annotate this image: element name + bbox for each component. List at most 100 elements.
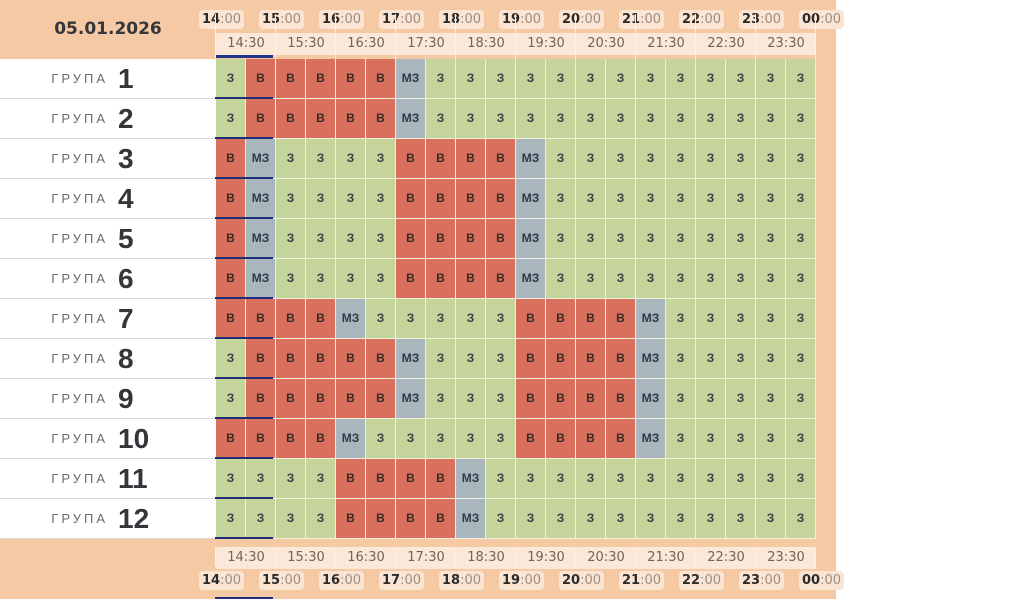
schedule-cell[interactable]: З bbox=[786, 59, 816, 99]
schedule-cell[interactable]: В bbox=[336, 339, 366, 379]
schedule-cell[interactable]: З bbox=[606, 219, 636, 259]
schedule-cell[interactable]: В bbox=[486, 139, 516, 179]
schedule-cell[interactable]: З bbox=[726, 259, 756, 299]
schedule-cell[interactable]: З bbox=[306, 499, 336, 539]
schedule-cell[interactable]: В bbox=[336, 459, 366, 499]
schedule-cell[interactable]: В bbox=[246, 299, 276, 339]
schedule-cell[interactable]: З bbox=[426, 379, 456, 419]
schedule-cell[interactable]: В bbox=[486, 219, 516, 259]
schedule-cell[interactable]: З bbox=[276, 459, 306, 499]
schedule-cell[interactable]: З bbox=[486, 59, 516, 99]
schedule-cell[interactable]: В bbox=[606, 339, 636, 379]
schedule-cell[interactable]: З bbox=[786, 419, 816, 459]
schedule-cell[interactable]: З bbox=[636, 179, 666, 219]
schedule-cell[interactable]: З bbox=[756, 499, 786, 539]
schedule-cell[interactable]: З bbox=[216, 379, 246, 419]
schedule-cell[interactable]: З bbox=[516, 459, 546, 499]
schedule-cell[interactable]: З bbox=[516, 59, 546, 99]
schedule-cell[interactable]: З bbox=[726, 459, 756, 499]
schedule-cell[interactable]: МЗ bbox=[396, 59, 426, 99]
schedule-cell[interactable]: З bbox=[666, 339, 696, 379]
schedule-cell[interactable]: В bbox=[426, 499, 456, 539]
schedule-cell[interactable]: В bbox=[546, 379, 576, 419]
schedule-cell[interactable]: З bbox=[786, 379, 816, 419]
schedule-cell[interactable]: З bbox=[636, 259, 666, 299]
schedule-cell[interactable]: В bbox=[216, 419, 246, 459]
schedule-cell[interactable]: З bbox=[336, 139, 366, 179]
schedule-cell[interactable]: З bbox=[606, 179, 636, 219]
schedule-cell[interactable]: З bbox=[366, 419, 396, 459]
schedule-cell[interactable]: МЗ bbox=[456, 459, 486, 499]
schedule-cell[interactable]: В bbox=[216, 219, 246, 259]
schedule-cell[interactable]: З bbox=[726, 59, 756, 99]
schedule-cell[interactable]: З bbox=[216, 59, 246, 99]
schedule-cell[interactable]: В bbox=[426, 259, 456, 299]
schedule-cell[interactable]: З bbox=[786, 499, 816, 539]
schedule-cell[interactable]: З bbox=[696, 379, 726, 419]
schedule-cell[interactable]: З bbox=[546, 499, 576, 539]
schedule-cell[interactable]: З bbox=[726, 99, 756, 139]
schedule-cell[interactable]: З bbox=[756, 339, 786, 379]
schedule-cell[interactable]: З bbox=[576, 459, 606, 499]
schedule-cell[interactable]: З bbox=[756, 299, 786, 339]
schedule-cell[interactable]: В bbox=[216, 299, 246, 339]
schedule-cell[interactable]: З bbox=[636, 499, 666, 539]
schedule-cell[interactable]: З bbox=[546, 459, 576, 499]
schedule-cell[interactable]: З bbox=[726, 419, 756, 459]
schedule-cell[interactable]: В bbox=[396, 139, 426, 179]
schedule-cell[interactable]: З bbox=[486, 299, 516, 339]
schedule-cell[interactable]: З bbox=[576, 259, 606, 299]
schedule-cell[interactable]: В bbox=[306, 59, 336, 99]
schedule-cell[interactable]: В bbox=[456, 259, 486, 299]
schedule-cell[interactable]: В bbox=[336, 99, 366, 139]
schedule-cell[interactable]: В bbox=[456, 219, 486, 259]
schedule-cell[interactable]: З bbox=[216, 339, 246, 379]
schedule-cell[interactable]: З bbox=[606, 139, 636, 179]
schedule-cell[interactable]: З bbox=[486, 379, 516, 419]
schedule-cell[interactable]: В bbox=[516, 339, 546, 379]
schedule-cell[interactable]: З bbox=[576, 59, 606, 99]
schedule-cell[interactable]: МЗ bbox=[636, 379, 666, 419]
schedule-cell[interactable]: З bbox=[456, 419, 486, 459]
schedule-cell[interactable]: З bbox=[246, 459, 276, 499]
schedule-cell[interactable]: З bbox=[666, 139, 696, 179]
schedule-cell[interactable]: В bbox=[606, 299, 636, 339]
schedule-cell[interactable]: З bbox=[576, 99, 606, 139]
schedule-cell[interactable]: З bbox=[726, 139, 756, 179]
schedule-cell[interactable]: В bbox=[366, 459, 396, 499]
schedule-cell[interactable]: З bbox=[756, 139, 786, 179]
schedule-cell[interactable]: МЗ bbox=[396, 99, 426, 139]
schedule-cell[interactable]: В bbox=[276, 59, 306, 99]
schedule-cell[interactable]: З bbox=[696, 179, 726, 219]
schedule-cell[interactable]: В bbox=[426, 219, 456, 259]
schedule-cell[interactable]: З bbox=[666, 379, 696, 419]
schedule-cell[interactable]: В bbox=[486, 259, 516, 299]
schedule-cell[interactable]: В bbox=[216, 139, 246, 179]
schedule-cell[interactable]: З bbox=[576, 499, 606, 539]
schedule-cell[interactable]: З bbox=[396, 299, 426, 339]
schedule-cell[interactable]: З bbox=[606, 59, 636, 99]
schedule-cell[interactable]: З bbox=[216, 99, 246, 139]
schedule-cell[interactable]: З bbox=[636, 139, 666, 179]
schedule-cell[interactable]: З bbox=[546, 179, 576, 219]
schedule-cell[interactable]: З bbox=[726, 179, 756, 219]
schedule-cell[interactable]: З bbox=[426, 299, 456, 339]
schedule-cell[interactable]: З bbox=[666, 259, 696, 299]
schedule-cell[interactable]: З bbox=[696, 259, 726, 299]
schedule-cell[interactable]: В bbox=[546, 299, 576, 339]
schedule-cell[interactable]: З bbox=[546, 59, 576, 99]
schedule-cell[interactable]: З bbox=[306, 179, 336, 219]
schedule-cell[interactable]: З bbox=[786, 459, 816, 499]
schedule-cell[interactable]: МЗ bbox=[396, 379, 426, 419]
schedule-cell[interactable]: В bbox=[246, 339, 276, 379]
schedule-cell[interactable]: З bbox=[486, 419, 516, 459]
schedule-cell[interactable]: В bbox=[426, 459, 456, 499]
schedule-cell[interactable]: В bbox=[366, 59, 396, 99]
schedule-cell[interactable]: З bbox=[696, 419, 726, 459]
schedule-cell[interactable]: З bbox=[516, 499, 546, 539]
schedule-cell[interactable]: З bbox=[666, 99, 696, 139]
schedule-cell[interactable]: З bbox=[546, 259, 576, 299]
schedule-cell[interactable]: З bbox=[696, 499, 726, 539]
schedule-cell[interactable]: З bbox=[636, 99, 666, 139]
schedule-cell[interactable]: МЗ bbox=[636, 299, 666, 339]
